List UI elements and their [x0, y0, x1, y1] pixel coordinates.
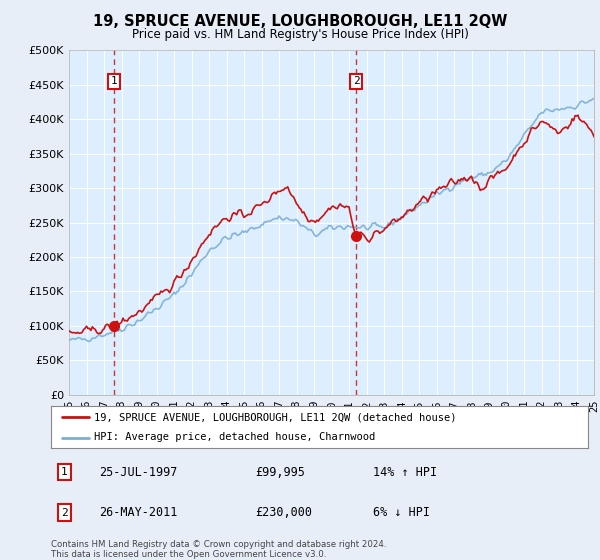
- Text: Contains HM Land Registry data © Crown copyright and database right 2024.
This d: Contains HM Land Registry data © Crown c…: [51, 540, 386, 559]
- Text: HPI: Average price, detached house, Charnwood: HPI: Average price, detached house, Char…: [94, 432, 375, 442]
- Text: Price paid vs. HM Land Registry's House Price Index (HPI): Price paid vs. HM Land Registry's House …: [131, 28, 469, 41]
- Text: 25-JUL-1997: 25-JUL-1997: [100, 465, 178, 479]
- Text: 1: 1: [61, 467, 68, 477]
- Text: 2: 2: [61, 507, 68, 517]
- Text: 26-MAY-2011: 26-MAY-2011: [100, 506, 178, 519]
- Text: 14% ↑ HPI: 14% ↑ HPI: [373, 465, 437, 479]
- Text: £230,000: £230,000: [255, 506, 312, 519]
- Text: £99,995: £99,995: [255, 465, 305, 479]
- Text: 19, SPRUCE AVENUE, LOUGHBOROUGH, LE11 2QW: 19, SPRUCE AVENUE, LOUGHBOROUGH, LE11 2Q…: [93, 14, 507, 29]
- Text: 1: 1: [110, 76, 118, 86]
- Text: 2: 2: [353, 76, 359, 86]
- Text: 6% ↓ HPI: 6% ↓ HPI: [373, 506, 430, 519]
- Text: 19, SPRUCE AVENUE, LOUGHBOROUGH, LE11 2QW (detached house): 19, SPRUCE AVENUE, LOUGHBOROUGH, LE11 2Q…: [94, 412, 457, 422]
